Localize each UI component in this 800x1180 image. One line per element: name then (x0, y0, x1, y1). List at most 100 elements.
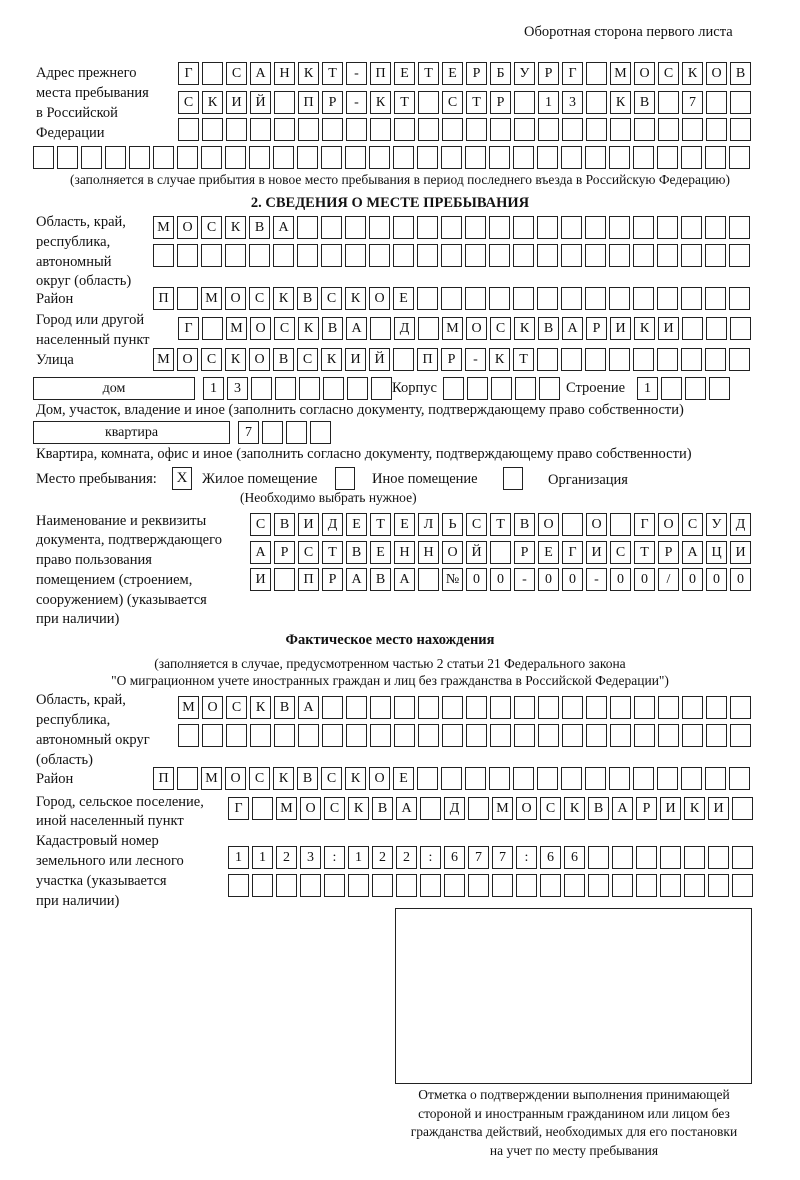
char-cell[interactable]: В (297, 767, 318, 790)
char-cell[interactable]: А (250, 62, 271, 85)
char-cell[interactable]: Г (178, 317, 199, 340)
char-cell[interactable] (441, 244, 462, 267)
char-cell[interactable] (706, 91, 727, 114)
char-cell[interactable]: Т (322, 62, 343, 85)
char-cell[interactable] (684, 846, 705, 869)
char-cell[interactable] (297, 216, 318, 239)
char-cell[interactable]: А (682, 541, 703, 564)
char-cell[interactable]: К (684, 797, 705, 820)
char-cell[interactable]: К (225, 216, 246, 239)
char-cell[interactable] (513, 216, 534, 239)
char-cell[interactable] (586, 91, 607, 114)
char-cell[interactable]: С (321, 767, 342, 790)
char-cell[interactable]: 0 (730, 568, 751, 591)
char-cell[interactable]: Н (274, 62, 295, 85)
char-cell[interactable] (441, 216, 462, 239)
char-cell[interactable]: В (538, 317, 559, 340)
char-cell[interactable] (489, 244, 510, 267)
char-cell[interactable]: 1 (228, 846, 249, 869)
char-cell[interactable] (538, 696, 559, 719)
char-cell[interactable] (730, 317, 751, 340)
char-cell[interactable] (657, 216, 678, 239)
char-cell[interactable]: И (250, 568, 271, 591)
char-cell[interactable] (610, 118, 631, 141)
char-cell[interactable]: О (634, 62, 655, 85)
char-cell[interactable]: - (346, 62, 367, 85)
char-cell[interactable] (729, 216, 750, 239)
char-cell[interactable]: И (226, 91, 247, 114)
char-cell[interactable] (465, 287, 486, 310)
char-cell[interactable]: Ц (706, 541, 727, 564)
char-cell[interactable] (417, 287, 438, 310)
char-cell[interactable] (370, 317, 391, 340)
char-cell[interactable] (609, 244, 630, 267)
char-cell[interactable] (564, 874, 585, 897)
char-cell[interactable] (321, 244, 342, 267)
char-cell[interactable] (492, 874, 513, 897)
char-cell[interactable] (491, 377, 512, 400)
char-cell[interactable]: И (345, 348, 366, 371)
char-cell[interactable] (346, 696, 367, 719)
char-cell[interactable]: О (249, 348, 270, 371)
char-cell[interactable] (561, 287, 582, 310)
char-cell[interactable]: Р (322, 91, 343, 114)
char-cell[interactable] (633, 146, 654, 169)
char-cell[interactable]: 3 (300, 846, 321, 869)
char-cell[interactable]: В (372, 797, 393, 820)
char-cell[interactable]: А (273, 216, 294, 239)
char-cell[interactable]: С (226, 696, 247, 719)
dom-type-box[interactable]: дом (33, 377, 195, 400)
char-cell[interactable] (273, 146, 294, 169)
char-cell[interactable]: М (153, 216, 174, 239)
char-cell[interactable] (609, 216, 630, 239)
char-cell[interactable]: Т (322, 541, 343, 564)
char-cell[interactable] (633, 287, 654, 310)
char-cell[interactable]: О (516, 797, 537, 820)
char-cell[interactable] (396, 874, 417, 897)
char-cell[interactable] (634, 724, 655, 747)
char-cell[interactable]: Г (634, 513, 655, 536)
char-cell[interactable] (322, 118, 343, 141)
char-cell[interactable]: М (610, 62, 631, 85)
char-cell[interactable]: Р (586, 317, 607, 340)
char-cell[interactable] (612, 846, 633, 869)
char-cell[interactable] (633, 348, 654, 371)
char-cell[interactable] (57, 146, 78, 169)
char-cell[interactable]: - (346, 91, 367, 114)
char-cell[interactable] (729, 767, 750, 790)
char-cell[interactable] (177, 767, 198, 790)
char-cell[interactable] (537, 767, 558, 790)
char-cell[interactable]: И (730, 541, 751, 564)
char-cell[interactable]: Й (369, 348, 390, 371)
char-cell[interactable]: Т (513, 348, 534, 371)
char-cell[interactable]: О (225, 287, 246, 310)
char-cell[interactable]: С (298, 541, 319, 564)
char-cell[interactable] (202, 118, 223, 141)
char-cell[interactable]: С (226, 62, 247, 85)
char-cell[interactable] (225, 146, 246, 169)
char-cell[interactable]: В (370, 568, 391, 591)
char-cell[interactable]: 1 (252, 846, 273, 869)
char-cell[interactable]: К (514, 317, 535, 340)
char-cell[interactable] (274, 118, 295, 141)
char-cell[interactable] (682, 317, 703, 340)
char-cell[interactable] (585, 348, 606, 371)
char-cell[interactable] (730, 724, 751, 747)
char-cell[interactable]: К (345, 287, 366, 310)
char-cell[interactable]: К (202, 91, 223, 114)
char-cell[interactable]: М (178, 696, 199, 719)
char-cell[interactable]: 0 (634, 568, 655, 591)
char-cell[interactable] (539, 377, 560, 400)
char-cell[interactable]: М (201, 287, 222, 310)
char-cell[interactable] (681, 146, 702, 169)
char-cell[interactable] (513, 767, 534, 790)
char-cell[interactable] (609, 146, 630, 169)
char-cell[interactable] (537, 348, 558, 371)
char-cell[interactable]: С (540, 797, 561, 820)
char-cell[interactable]: 3 (562, 91, 583, 114)
char-cell[interactable] (633, 216, 654, 239)
char-cell[interactable] (610, 513, 631, 536)
char-cell[interactable] (468, 874, 489, 897)
char-cell[interactable] (633, 767, 654, 790)
char-cell[interactable] (252, 797, 273, 820)
